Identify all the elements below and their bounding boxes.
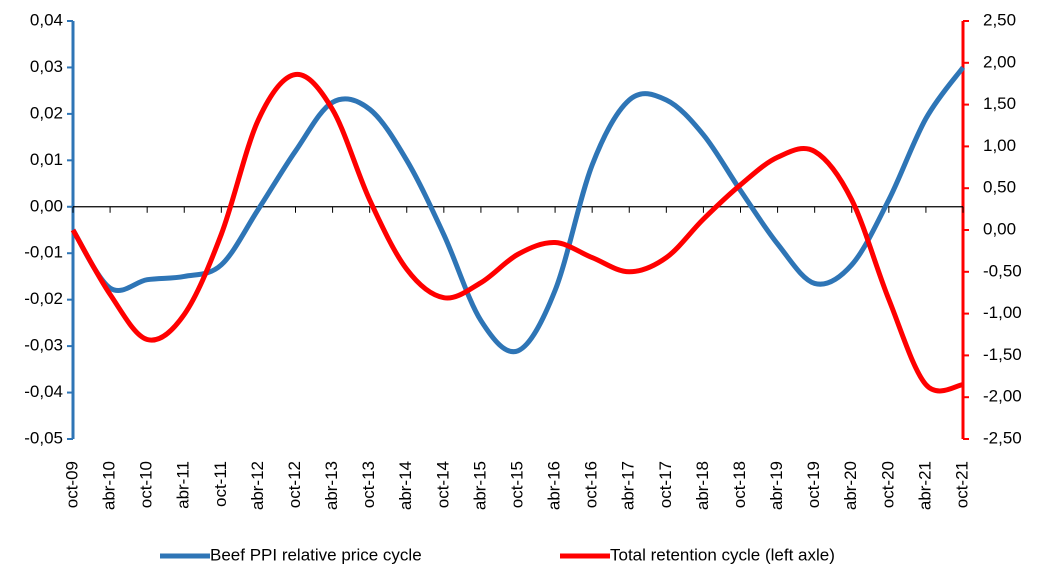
y2-tick-label: -1,50 bbox=[983, 345, 1022, 364]
y2-tick-label: 2,50 bbox=[983, 10, 1016, 29]
x-tick-label: abr-18 bbox=[693, 461, 712, 510]
x-tick-label: oct-13 bbox=[359, 461, 378, 508]
y2-tick-label: -2,50 bbox=[983, 428, 1022, 447]
x-tick-label: abr-13 bbox=[322, 461, 341, 510]
x-tick-label: abr-10 bbox=[100, 461, 119, 510]
x-tick-label: oct-20 bbox=[878, 461, 897, 508]
y-tick-label: -0,05 bbox=[24, 428, 63, 447]
x-tick-label: oct-19 bbox=[804, 461, 823, 508]
y-tick-label: -0,03 bbox=[24, 336, 63, 355]
y-tick-label: 0,00 bbox=[30, 196, 63, 215]
x-tick-label: abr-14 bbox=[396, 461, 415, 510]
x-tick-label: oct-17 bbox=[656, 461, 675, 508]
y2-tick-label: -0,50 bbox=[983, 261, 1022, 280]
y-tick-label: 0,04 bbox=[30, 10, 63, 29]
y-tick-label: -0,04 bbox=[24, 382, 63, 401]
x-tick-label: oct-21 bbox=[952, 461, 971, 508]
y-tick-label: 0,02 bbox=[30, 103, 63, 122]
x-tick-label: abr-15 bbox=[470, 461, 489, 510]
x-tick-label: oct-09 bbox=[62, 461, 81, 508]
x-tick-label: oct-14 bbox=[433, 461, 452, 508]
y2-tick-label: -1,00 bbox=[983, 303, 1022, 322]
x-tick-label: abr-11 bbox=[174, 461, 193, 509]
x-tick-label: abr-12 bbox=[248, 461, 267, 510]
line-series bbox=[70, 72, 964, 394]
legend-label: Total retention cycle (left axle) bbox=[610, 545, 835, 564]
x-tick-label: abr-21 bbox=[915, 461, 934, 510]
y2-tick-label: 0,50 bbox=[983, 178, 1016, 197]
x-tick-label: oct-15 bbox=[507, 461, 526, 508]
x-tick-label: oct-16 bbox=[582, 461, 601, 508]
legend-label: Beef PPI relative price cycle bbox=[210, 545, 422, 564]
y-tick-label: -0,02 bbox=[24, 289, 63, 308]
x-tick-label: abr-20 bbox=[841, 461, 860, 510]
y-tick-label: 0,03 bbox=[30, 57, 63, 76]
x-tick-label: oct-11 bbox=[211, 461, 230, 507]
y2-tick-label: 2,00 bbox=[983, 52, 1016, 71]
line-series bbox=[70, 65, 966, 355]
y2-tick-label: -2,00 bbox=[983, 387, 1022, 406]
y-tick-label: -0,01 bbox=[24, 243, 63, 262]
x-tick-label: oct-10 bbox=[137, 461, 156, 508]
y2-tick-label: 1,50 bbox=[983, 94, 1016, 113]
x-tick-label: oct-12 bbox=[285, 461, 304, 508]
x-tick-label: abr-19 bbox=[767, 461, 786, 510]
x-tick-label: abr-16 bbox=[545, 461, 564, 510]
y2-tick-label: 0,00 bbox=[983, 219, 1016, 238]
x-tick-label: oct-18 bbox=[730, 461, 749, 508]
y2-tick-label: 1,00 bbox=[983, 136, 1016, 155]
x-tick-label: abr-17 bbox=[619, 461, 638, 510]
y-tick-label: 0,01 bbox=[30, 150, 63, 169]
